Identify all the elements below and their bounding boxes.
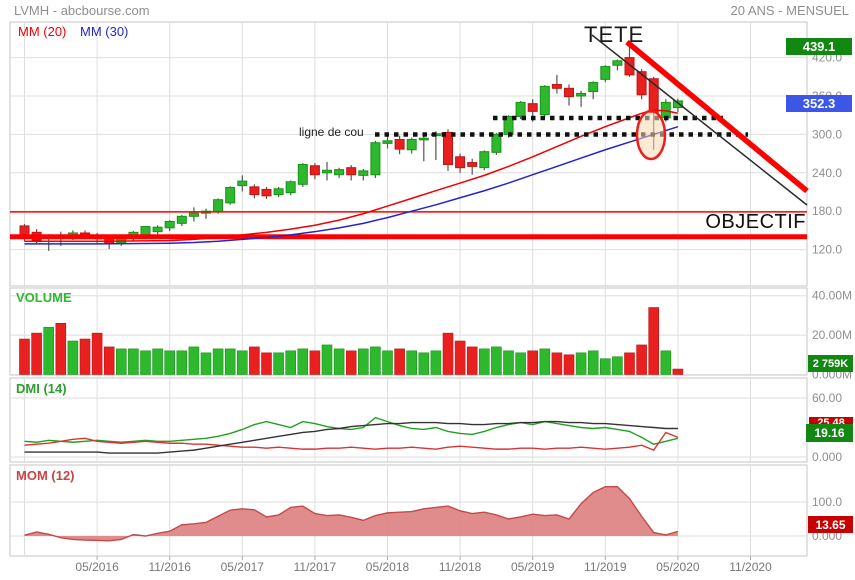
gridlines: 05/2016 11/2016 05/2017 11/2017 05/2018 11/20…	[10, 22, 852, 574]
last-price-badge: 352.3	[786, 95, 852, 112]
legend-mm20: MM (20)	[18, 24, 67, 39]
svg-text:11/2018: 11/2018	[439, 560, 482, 574]
mom-panel-label: MOM (12)	[16, 468, 75, 483]
svg-text:0.000: 0.000	[812, 450, 842, 464]
mm20-line	[24, 109, 679, 243]
volume-value-badge: 2 759K	[808, 355, 853, 372]
breakout-circle	[635, 109, 667, 161]
svg-text:05/2017: 05/2017	[221, 560, 265, 574]
dmi-ADX	[24, 420, 678, 454]
period-label: 20 ANS - MENSUEL	[730, 3, 850, 18]
volume-panel-label: VOLUME	[16, 290, 72, 305]
svg-text:180.0: 180.0	[812, 204, 842, 218]
svg-text:120.0: 120.0	[812, 243, 842, 257]
svg-text:05/2020: 05/2020	[656, 560, 700, 574]
svg-text:11/2017: 11/2017	[294, 560, 337, 574]
mom-area	[24, 486, 679, 542]
svg-text:40.00M: 40.00M	[812, 289, 852, 303]
dmi-panel-label: DMI (14)	[16, 381, 67, 396]
panel-borders	[9, 21, 808, 557]
high-price-badge: 439.1	[786, 38, 852, 55]
svg-text:05/2016: 05/2016	[75, 560, 119, 574]
dmi-plus-badge: 19.16	[806, 424, 853, 442]
dmi-+DI	[24, 416, 679, 445]
dmi-lines	[24, 416, 679, 454]
dmi--DI	[24, 431, 679, 451]
candles	[19, 45, 683, 251]
volume-bars	[19, 307, 684, 375]
svg-text:240.0: 240.0	[812, 166, 842, 180]
svg-text:11/2020: 11/2020	[729, 560, 772, 574]
legend-mm30: MM (30)	[80, 24, 129, 39]
instrument-title: LVMH - abcbourse.com	[14, 3, 150, 18]
svg-text:20.00M: 20.00M	[812, 328, 852, 342]
svg-text:05/2019: 05/2019	[511, 560, 555, 574]
mm30-line	[24, 126, 679, 245]
svg-text:05/2018: 05/2018	[366, 560, 410, 574]
svg-text:60.00: 60.00	[812, 391, 842, 405]
svg-text:300.0: 300.0	[812, 127, 842, 141]
drawings	[375, 34, 809, 206]
head-annotation: TETE	[584, 22, 645, 47]
svg-text:11/2016: 11/2016	[148, 560, 191, 574]
mom-value-badge: 13.65	[808, 516, 853, 533]
svg-text:100.0: 100.0	[812, 495, 842, 509]
svg-text:11/2019: 11/2019	[584, 560, 627, 574]
trendline-black	[591, 34, 808, 206]
objective-annotation: OBJECTIF	[705, 211, 806, 233]
trendline-red	[625, 39, 809, 194]
neckline-annotation: ligne de cou	[299, 125, 364, 139]
